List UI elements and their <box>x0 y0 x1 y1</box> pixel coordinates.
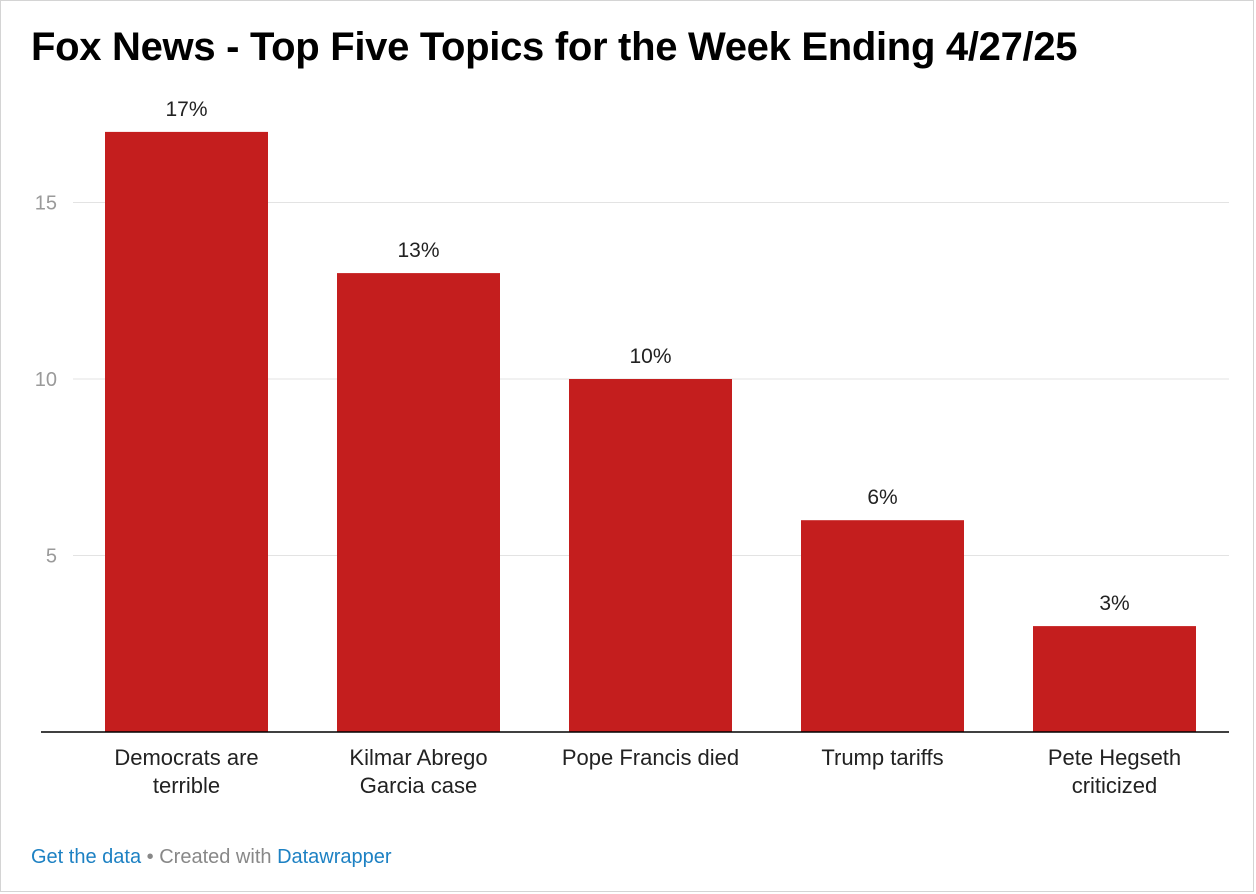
bar-value-label: 17% <box>165 98 207 121</box>
y-tick-label: 5 <box>46 546 57 568</box>
bar <box>569 379 732 732</box>
x-category-label: Kilmar Abrego <box>349 745 487 770</box>
bar-value-label: 3% <box>1099 592 1129 615</box>
y-tick-label: 15 <box>35 193 57 215</box>
created-with-text: Created with <box>159 846 272 868</box>
get-the-data-link[interactable]: Get the data <box>31 846 142 868</box>
x-category-label: Pope Francis died <box>562 745 739 770</box>
footer: Get the data • Created with Datawrapper <box>31 846 392 869</box>
bar-value-label: 6% <box>867 486 897 509</box>
footer-separator: • <box>146 846 154 868</box>
x-category-label: terrible <box>153 773 220 798</box>
datawrapper-link[interactable]: Datawrapper <box>277 846 392 868</box>
bar <box>801 520 964 732</box>
y-tick-label: 10 <box>35 369 57 391</box>
bar-value-label: 10% <box>629 345 671 368</box>
x-category-label: Pete Hegseth <box>1048 745 1181 770</box>
bar <box>1033 626 1196 732</box>
x-category-label: Democrats are <box>114 745 258 770</box>
x-category-label: Trump tariffs <box>821 745 943 770</box>
bar <box>105 131 268 732</box>
bar <box>337 273 500 732</box>
x-category-label: Garcia case <box>360 773 477 798</box>
bar-value-label: 13% <box>397 239 439 262</box>
chart-title: Fox News - Top Five Topics for the Week … <box>31 25 1078 69</box>
x-category-label: criticized <box>1072 773 1158 798</box>
